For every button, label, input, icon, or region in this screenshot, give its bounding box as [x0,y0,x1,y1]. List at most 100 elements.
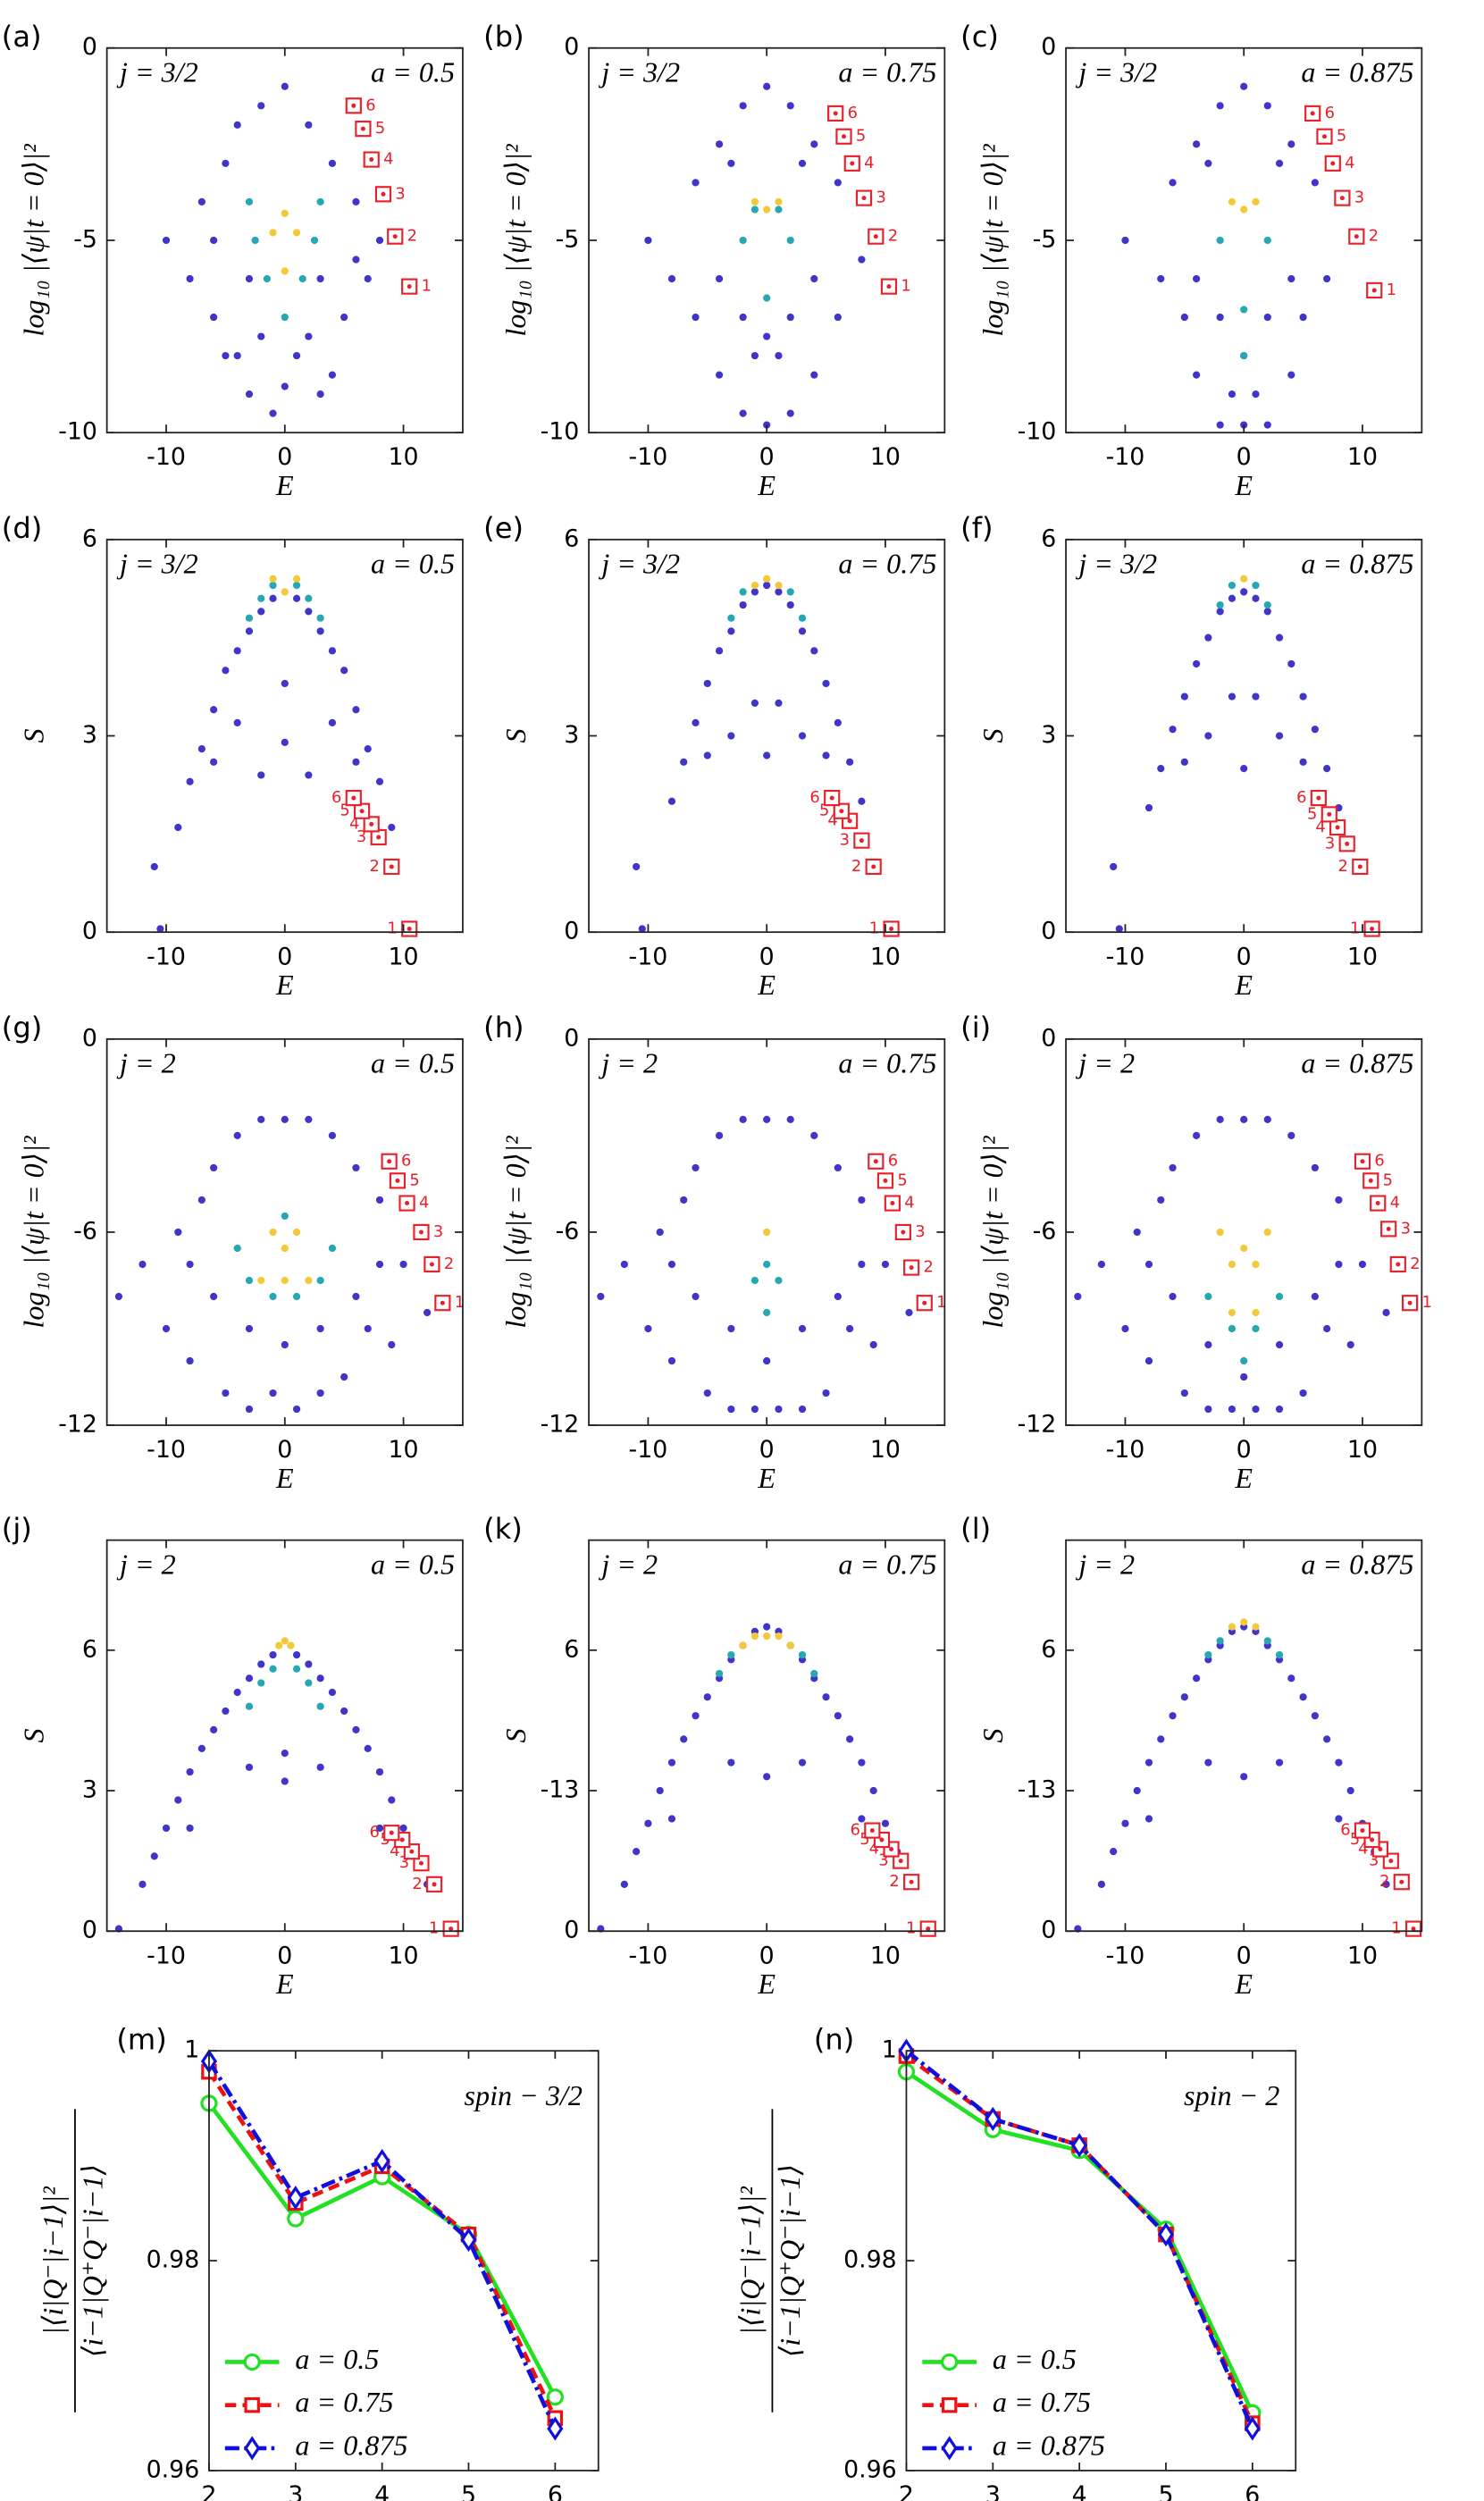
data-point [1287,1131,1295,1140]
x-axis-label: E [1234,969,1253,1001]
data-point [1240,82,1248,90]
data-point [1110,1848,1118,1856]
x-tick-label: 0 [759,943,775,970]
data-point [352,706,360,714]
annotation: a = 0.5 [371,548,455,580]
data-point [210,236,218,245]
state-marker-dot [1335,825,1340,830]
data-point [1157,1735,1165,1743]
state-marker-dot [873,234,878,239]
annotation: a = 0.75 [838,1548,936,1580]
data-point [1382,1880,1390,1888]
axes-background [106,539,463,933]
data-point [1216,102,1224,110]
data-point [174,1228,182,1237]
data-point [388,823,396,832]
state-label: 1 [1421,1293,1431,1312]
axes-background [208,2051,599,2471]
axes-background [106,1540,463,1932]
x-tick-label: 3 [288,2481,303,2501]
state-marker-dot [871,864,876,869]
y-tick-label: 0 [564,33,579,61]
data-point [1311,726,1319,734]
data-point [881,1819,890,1827]
data-point [281,679,289,688]
data-point [775,1276,783,1285]
y-tick-label: -13 [541,1776,580,1804]
data-point [210,758,218,766]
state-marker-dot [833,111,838,116]
state-marker-dot [898,1859,903,1864]
state-label: 4 [419,1194,429,1213]
state-label: 5 [409,1171,419,1189]
data-point [810,371,818,379]
data-point [281,1276,289,1285]
data-point [245,1674,254,1683]
data-point [233,718,241,726]
plot-area: 12 34 56 [597,1115,947,1414]
data-point [245,627,254,635]
data-point [644,236,652,245]
data-point [869,1786,877,1795]
data-point [703,751,711,760]
data-point [727,159,735,167]
y-tick-label: 6 [564,525,579,552]
data-point [680,1196,688,1204]
data-point [281,1244,289,1253]
y-tick-label: 0 [564,1917,579,1944]
x-tick-label: 0 [277,443,292,471]
state-label: 6 [851,1821,860,1840]
data-point [233,1244,241,1253]
y-label-denominator: ⟨i−1|Q⁺Q⁻|i−1⟩ [774,2164,806,2357]
data-point [292,575,301,583]
y-tick-label: 1 [184,2036,199,2064]
data-point [162,1324,171,1333]
state-marker-dot [351,103,356,108]
data-point [281,382,289,390]
data-point [245,274,254,283]
y-tick-label: 6 [564,1635,579,1663]
x-axis-label: E [757,469,776,501]
data-point [269,1292,277,1301]
data-point [1169,1163,1177,1172]
data-point [269,1389,277,1397]
state-marker-dot [1316,795,1321,801]
data-point [210,1292,218,1301]
data-point [692,1712,700,1720]
x-tick-label: 0 [277,1436,292,1464]
data-point [1204,634,1212,642]
data-point [375,1260,384,1269]
data-point [233,1688,241,1697]
data-point [328,159,337,167]
data-point [1240,765,1248,773]
data-point [352,1725,360,1734]
data-point [1287,274,1295,283]
y-tick-label: 0 [1041,1917,1056,1944]
y-axis-label: |⟨i|Q⁻|i−1⟩|² ⟨i−1|Q⁺Q⁻|i−1⟩ [37,2109,109,2413]
state-marker-dot [909,1265,914,1271]
panel-label: (g) [2,1011,42,1045]
x-tick-label: 0 [1237,943,1252,970]
data-point [822,751,830,760]
state-marker-dot [381,191,386,197]
state-label: 6 [848,104,858,122]
state-marker-dot [1368,1178,1373,1183]
plot-area [200,2049,564,2441]
y-axis-label: S [17,728,49,743]
data-point [1263,608,1271,616]
y-tick-label: -10 [541,418,580,446]
state-label: 3 [1401,1219,1411,1238]
legend-label: a = 0.75 [993,2386,1091,2418]
data-point [186,777,194,785]
data-point [328,718,337,726]
state-label: 5 [375,119,385,138]
data-point [1311,1712,1319,1720]
legend-marker [244,2396,260,2413]
y-tick-label: -12 [541,1411,580,1439]
annotation: j = 3/2 [598,548,680,580]
data-point [1252,1324,1260,1333]
annotation: a = 0.875 [1301,1047,1413,1079]
x-axis-label: E [757,1968,776,2000]
state-label: 3 [1354,189,1364,207]
